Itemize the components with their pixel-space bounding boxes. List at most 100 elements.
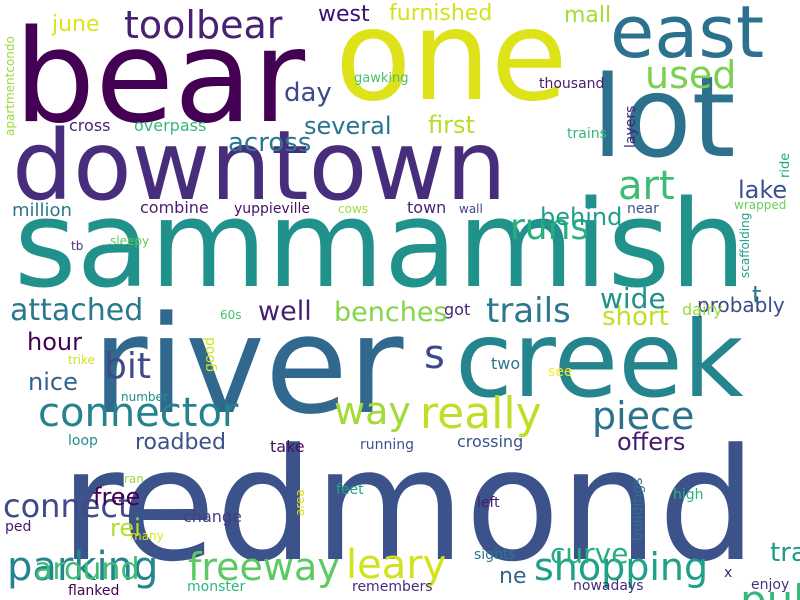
word-area: trains — [567, 126, 607, 142]
word-good: scaffolding — [738, 212, 752, 278]
word-piece: piece — [592, 394, 695, 438]
word-number: number — [121, 390, 168, 404]
word-shopping: shopping — [534, 545, 709, 589]
word-flanked: flanked — [68, 583, 120, 599]
word-two: two — [491, 354, 521, 373]
word-attached: attached — [10, 293, 144, 328]
word-furnished: furnished — [389, 1, 493, 26]
word-june: june — [52, 12, 100, 37]
word-overpass: overpass — [134, 116, 207, 135]
word-town: town — [407, 198, 447, 217]
word-connector: connector — [38, 390, 239, 436]
word-free: free — [93, 483, 141, 511]
word-trike: trike — [68, 353, 95, 367]
word-lake: lake — [738, 176, 788, 204]
word-60s: buildings — [630, 477, 646, 541]
word-high: high — [673, 487, 704, 503]
word-parking: parking — [7, 544, 159, 590]
word-offers: offers — [617, 428, 686, 456]
word-freeway: freeway — [188, 545, 340, 589]
word-several: several — [304, 112, 392, 140]
word-million: million — [12, 200, 72, 221]
word-runs: runs — [510, 207, 590, 248]
word-ran: ran — [124, 472, 144, 486]
word-well: well — [258, 296, 312, 327]
word-x: feet — [336, 482, 364, 498]
word-bit: bit — [104, 346, 151, 387]
word-way: way — [334, 389, 411, 433]
word-apartmentcondo: apartmentcondo — [3, 36, 17, 136]
word-crossing: crossing — [457, 432, 524, 451]
word-hour: hour — [27, 328, 82, 356]
word-public: public — [740, 580, 800, 600]
word-remembers: remembers — [352, 579, 433, 595]
word-used: used — [645, 53, 737, 97]
word-loop: loop — [68, 433, 98, 449]
word-curve: curve — [550, 537, 629, 570]
word-connect: connect — [3, 487, 131, 525]
word-ped: ped — [5, 519, 32, 535]
word-t: t — [752, 281, 762, 309]
word-redmond: redmond — [60, 415, 757, 596]
word-s: s — [424, 332, 445, 378]
word-behind: behind — [540, 203, 623, 231]
word-wall: tb — [71, 239, 84, 253]
word-short: short — [602, 302, 669, 332]
word-scaffolding: ride — [778, 152, 793, 178]
word-ne: ne — [499, 564, 527, 589]
word-yuppieville: yuppieville — [234, 201, 311, 217]
word-roadbed: roadbed — [135, 430, 226, 455]
word-first: first — [428, 111, 475, 139]
word-lot: lot — [592, 53, 736, 183]
word-enjoy: enjoy — [751, 577, 790, 593]
word-nice: nice — [28, 368, 78, 396]
word-sleepy: good — [202, 337, 218, 372]
word-see: see — [548, 364, 573, 380]
word-benches: benches — [334, 297, 448, 328]
word-west: west — [318, 2, 370, 27]
word-bear: bear — [14, 3, 306, 152]
word-monster: monster — [187, 579, 246, 595]
word-probably: probably — [697, 293, 785, 317]
word-rei: rei — [110, 514, 141, 542]
word-east: east — [610, 0, 765, 74]
word-change: change — [183, 507, 242, 526]
word-cross: cross — [69, 116, 111, 135]
word-across: across — [228, 128, 312, 158]
word-take: take — [270, 437, 305, 456]
word-around: around — [34, 552, 140, 587]
word-running: running — [360, 437, 415, 453]
word-trails: trails — [486, 291, 571, 331]
word-river: river — [92, 287, 404, 444]
word-wide: wide — [600, 282, 666, 315]
word-got: got — [444, 300, 471, 319]
word-sammamish: sammamish — [14, 176, 747, 315]
word-tb: x — [724, 565, 733, 581]
word-wrapped: cows — [338, 202, 369, 216]
word-one: one — [335, 0, 568, 129]
word-dairy: dairy — [682, 300, 723, 319]
word-toolbear: toolbear — [124, 3, 283, 47]
word-feet: area — [293, 489, 307, 516]
word-buildings: layers — [623, 105, 639, 148]
word-trains: wall — [459, 202, 483, 216]
word-ride: gawking — [354, 71, 409, 86]
word-combine: combine — [140, 198, 209, 217]
word-thousand: near — [627, 201, 659, 217]
word-mall: mall — [564, 3, 612, 28]
word-left: left — [477, 495, 500, 511]
word-downtown: downtown — [12, 110, 507, 222]
word-layers: thousand — [539, 76, 605, 92]
word-creek: creek — [455, 299, 744, 421]
word-cows: 60s — [220, 308, 242, 322]
word-leary: leary — [346, 542, 447, 588]
word-really: really — [420, 388, 542, 439]
word-gawking: wrapped — [734, 198, 787, 212]
word-sights: sights — [474, 547, 516, 563]
word-art: art — [618, 163, 675, 209]
word-day: day — [284, 78, 332, 108]
word-nowadays: nowadays — [573, 578, 644, 594]
word-many: many — [130, 529, 164, 543]
word-trailhead: trailhead — [770, 538, 800, 568]
